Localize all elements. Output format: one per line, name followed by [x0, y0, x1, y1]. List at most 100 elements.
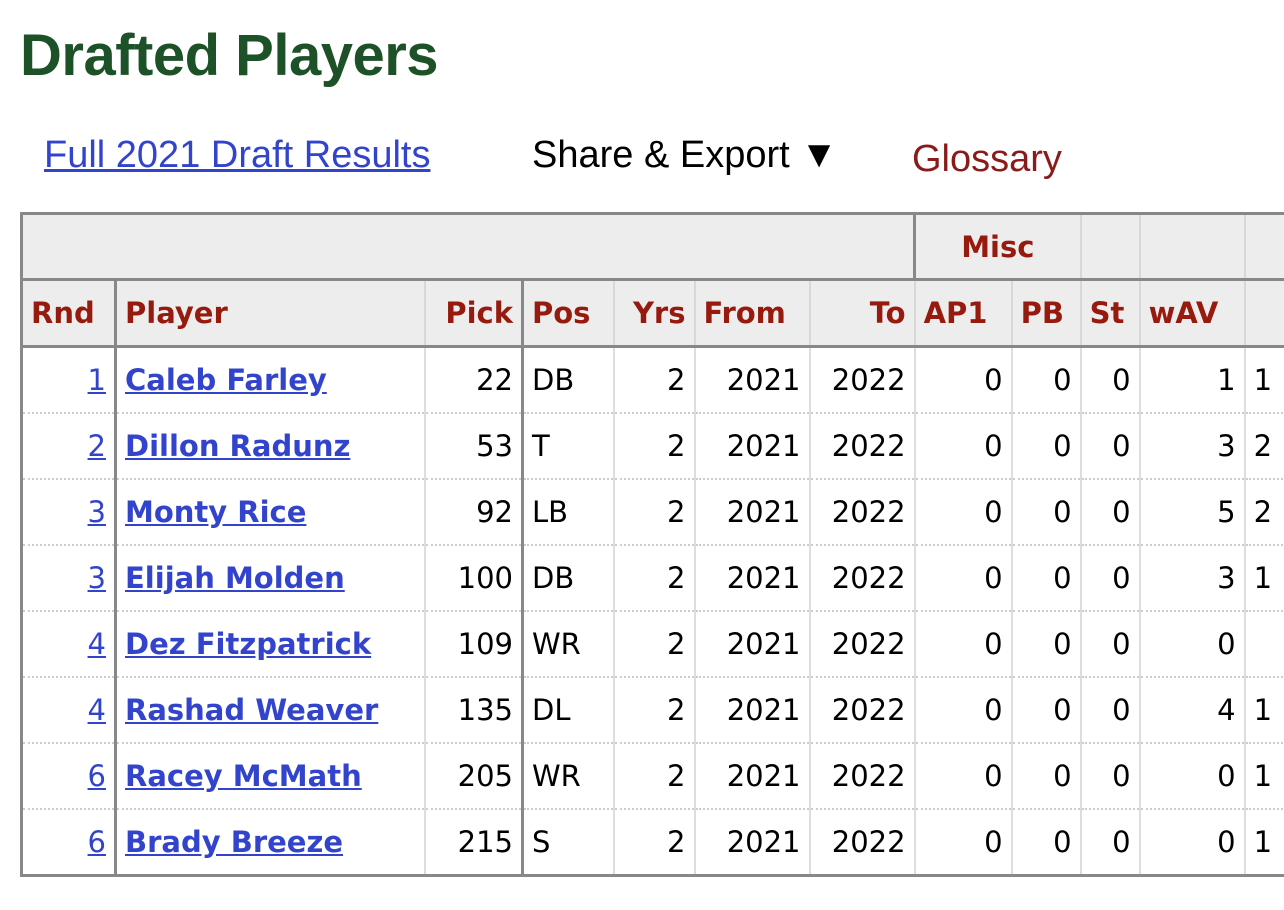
cell-ap1: 0	[913, 545, 1013, 612]
cell-player: Monty Rice	[114, 479, 426, 546]
table-row: 1 Caleb Farley 22 DB 2 2021 2022 0 0 0 1 1	[20, 346, 1284, 414]
player-link[interactable]: Dez Fitzpatrick	[125, 627, 372, 661]
cell-pos: LB	[521, 479, 615, 546]
cell-st: 0	[1079, 346, 1141, 414]
round-link[interactable]: 4	[87, 693, 106, 727]
player-link[interactable]: Racey McMath	[125, 759, 362, 793]
cell-wav: 0	[1138, 611, 1246, 678]
cell-pos: S	[521, 809, 615, 877]
cell-st: 0	[1079, 611, 1141, 678]
player-link[interactable]: Elijah Molden	[125, 561, 345, 595]
cell-st: 0	[1079, 809, 1141, 877]
cell-st: 0	[1079, 545, 1141, 612]
group-header-row: Misc	[20, 212, 1284, 281]
cell-next: 1	[1243, 545, 1284, 612]
cell-pos: T	[521, 413, 615, 480]
column-header-pb[interactable]: PB	[1010, 278, 1082, 348]
cell-rnd: 1	[20, 346, 117, 414]
cell-ap1: 0	[913, 611, 1013, 678]
cell-yrs: 2	[612, 413, 696, 480]
cell-from: 2021	[693, 346, 811, 414]
cell-player: Dez Fitzpatrick	[114, 611, 426, 678]
round-link[interactable]: 3	[87, 561, 106, 595]
cell-st: 0	[1079, 743, 1141, 810]
cell-st: 0	[1079, 677, 1141, 744]
cell-pick: 92	[423, 479, 524, 546]
cell-pick: 22	[423, 346, 524, 414]
cell-pos: WR	[521, 611, 615, 678]
round-link[interactable]: 4	[87, 627, 106, 661]
player-link[interactable]: Brady Breeze	[125, 825, 344, 859]
column-header-next[interactable]	[1243, 278, 1284, 348]
column-header-st[interactable]: St	[1079, 278, 1141, 348]
player-link[interactable]: Monty Rice	[125, 495, 307, 529]
glossary-link[interactable]: Glossary	[912, 138, 1062, 180]
drafted-players-table: Misc Rnd Player Pick Pos Yrs From To AP1 PB St wAV…	[20, 212, 1284, 877]
column-header-pick[interactable]: Pick	[423, 278, 524, 348]
cell-to: 2022	[808, 479, 916, 546]
cell-pos: DL	[521, 677, 615, 744]
blank-group-header	[1079, 212, 1141, 281]
column-header-ap1[interactable]: AP1	[913, 278, 1013, 348]
column-header-pos[interactable]: Pos	[521, 278, 615, 348]
round-link[interactable]: 1	[87, 363, 106, 397]
cell-next	[1243, 611, 1284, 678]
cell-from: 2021	[693, 677, 811, 744]
table-row: 3 Elijah Molden 100 DB 2 2021 2022 0 0 0 3 1	[20, 545, 1284, 612]
share-export-menu[interactable]: Share & Export ▼	[532, 134, 838, 176]
cell-from: 2021	[693, 809, 811, 877]
cell-ap1: 0	[913, 677, 1013, 744]
column-header-player[interactable]: Player	[114, 278, 426, 348]
player-link[interactable]: Dillon Radunz	[125, 429, 351, 463]
round-link[interactable]: 3	[87, 495, 106, 529]
cell-ap1: 0	[913, 809, 1013, 877]
cell-pick: 135	[423, 677, 524, 744]
round-link[interactable]: 6	[87, 759, 106, 793]
cell-st: 0	[1079, 413, 1141, 480]
cell-yrs: 2	[612, 479, 696, 546]
cell-player: Dillon Radunz	[114, 413, 426, 480]
cell-wav: 1	[1138, 346, 1246, 414]
cell-rnd: 4	[20, 677, 117, 744]
cell-yrs: 2	[612, 677, 696, 744]
cell-pick: 53	[423, 413, 524, 480]
cell-player: Elijah Molden	[114, 545, 426, 612]
cell-next: 2	[1243, 479, 1284, 546]
cell-from: 2021	[693, 479, 811, 546]
full-draft-results-link[interactable]: Full 2021 Draft Results	[44, 134, 431, 176]
cell-to: 2022	[808, 743, 916, 810]
column-header-yrs[interactable]: Yrs	[612, 278, 696, 348]
table-row: 6 Racey McMath 205 WR 2 2021 2022 0 0 0 0 1	[20, 743, 1284, 810]
cell-pick: 215	[423, 809, 524, 877]
cell-pb: 0	[1010, 479, 1082, 546]
column-header-from[interactable]: From	[693, 278, 811, 348]
table-row: 3 Monty Rice 92 LB 2 2021 2022 0 0 0 5 2	[20, 479, 1284, 546]
cell-rnd: 6	[20, 743, 117, 810]
player-link[interactable]: Caleb Farley	[125, 363, 327, 397]
cell-rnd: 6	[20, 809, 117, 877]
cell-wav: 4	[1138, 677, 1246, 744]
cell-pick: 205	[423, 743, 524, 810]
table-row: 6 Brady Breeze 215 S 2 2021 2022 0 0 0 0 1	[20, 809, 1284, 877]
column-header-to[interactable]: To	[808, 278, 916, 348]
cell-to: 2022	[808, 545, 916, 612]
cell-next: 1	[1243, 346, 1284, 414]
cell-rnd: 3	[20, 479, 117, 546]
cell-from: 2021	[693, 611, 811, 678]
cell-yrs: 2	[612, 743, 696, 810]
round-link[interactable]: 6	[87, 825, 106, 859]
cell-next: 2	[1243, 413, 1284, 480]
player-link[interactable]: Rashad Weaver	[125, 693, 379, 727]
round-link[interactable]: 2	[87, 429, 106, 463]
cell-pick: 109	[423, 611, 524, 678]
cell-pb: 0	[1010, 809, 1082, 877]
cell-from: 2021	[693, 545, 811, 612]
blank-group-header	[1243, 212, 1284, 281]
cell-player: Caleb Farley	[114, 346, 426, 414]
column-header-wav[interactable]: wAV	[1138, 278, 1246, 348]
column-header-rnd[interactable]: Rnd	[20, 278, 117, 348]
misc-group-header: Misc	[913, 212, 1082, 281]
cell-next: 1	[1243, 809, 1284, 877]
cell-wav: 0	[1138, 743, 1246, 810]
cell-next: 1	[1243, 743, 1284, 810]
